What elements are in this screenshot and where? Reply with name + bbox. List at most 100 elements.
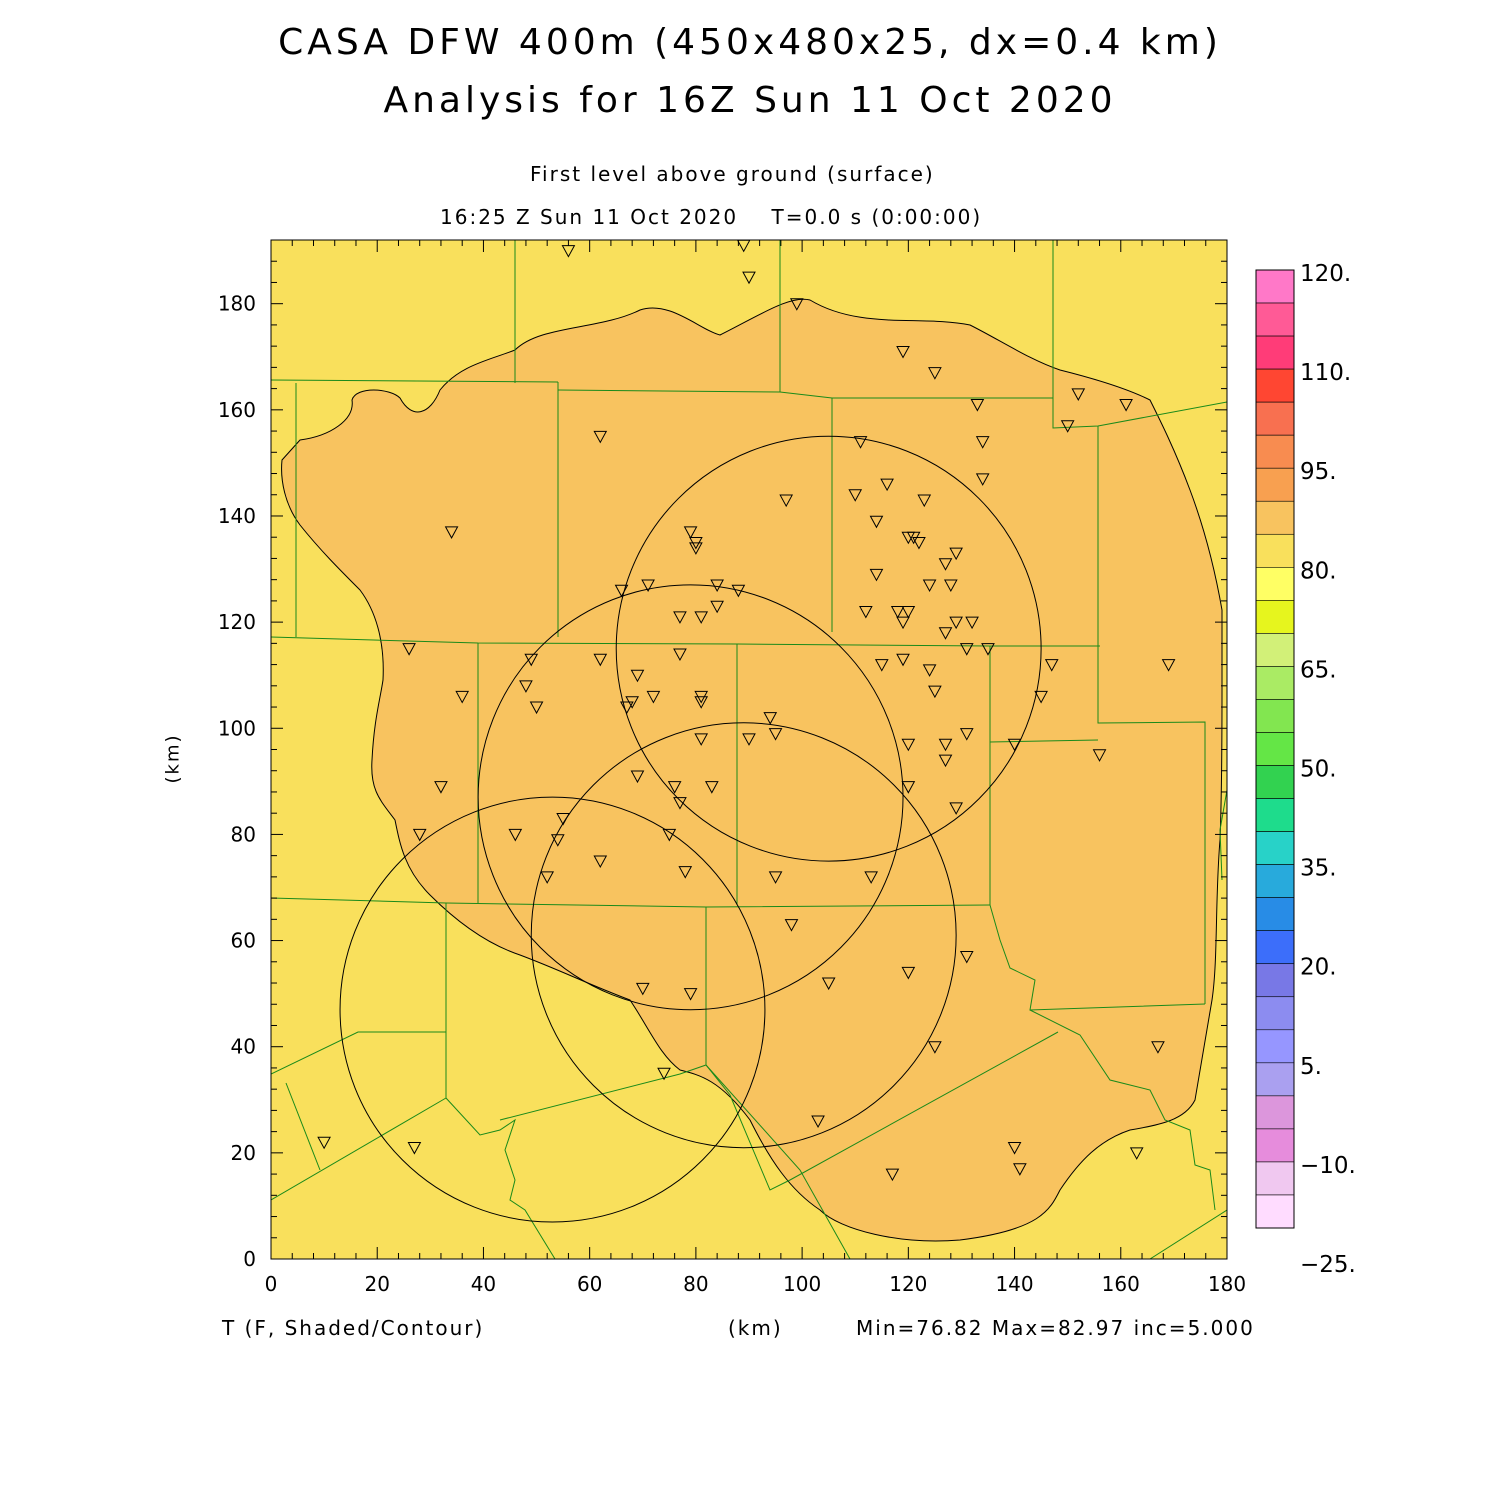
x-tick-label: 80 — [683, 1272, 708, 1296]
station-marker — [896, 345, 910, 359]
station-marker — [683, 988, 698, 1001]
colorbar-swatch — [1255, 765, 1295, 799]
colorbar-swatch — [1255, 666, 1295, 700]
station-marker — [673, 648, 687, 662]
station-marker — [938, 558, 953, 571]
station-marker — [928, 1041, 942, 1054]
station-marker — [689, 542, 703, 555]
station-marker — [768, 728, 783, 741]
station-marker — [694, 696, 709, 709]
colorbar-swatch — [1255, 1128, 1295, 1163]
station-marker — [821, 977, 836, 991]
station-marker — [407, 1142, 422, 1155]
colorbar-swatch — [1255, 996, 1295, 1031]
station-marker — [620, 701, 634, 715]
y-tick-label: 20 — [231, 1141, 256, 1165]
station-marker — [938, 627, 953, 640]
colorbar-label: 20. — [1300, 955, 1337, 981]
colorbar-label: 80. — [1300, 558, 1337, 584]
station-marker — [1044, 659, 1059, 672]
colorbar-swatch — [1255, 699, 1295, 733]
station-marker — [896, 616, 910, 630]
x-tick-label: 20 — [364, 1272, 389, 1296]
station-marker — [869, 515, 884, 529]
colorbar-swatch — [1255, 401, 1295, 436]
colorbar-label: 50. — [1300, 757, 1337, 783]
station-marker — [779, 494, 794, 508]
colorbar-swatch — [1255, 633, 1295, 667]
variable-label: T (F, Shaded/Contour) — [222, 1316, 485, 1340]
station-marker — [922, 664, 937, 677]
colorbar-label: 95. — [1300, 459, 1337, 485]
colorbar-label: 35. — [1300, 856, 1337, 882]
station-marker — [742, 733, 756, 746]
station-marker — [949, 802, 963, 815]
station-marker — [959, 950, 974, 964]
colorbar-swatch — [1255, 533, 1295, 568]
colorbar-swatch — [1255, 864, 1295, 898]
station-marker — [683, 526, 698, 539]
station-marker — [550, 834, 565, 847]
station-marker — [731, 584, 746, 598]
station-marker — [667, 781, 682, 794]
station-marker — [874, 659, 889, 672]
station-marker — [1060, 420, 1075, 433]
station-marker — [1092, 749, 1107, 762]
y-tick-label: 160 — [218, 398, 256, 422]
station-marker — [981, 643, 995, 656]
station-marker — [763, 712, 778, 725]
colorbar-swatch — [1255, 1029, 1295, 1064]
colorbar-swatch — [1255, 1161, 1295, 1196]
x-tick-label: 60 — [577, 1272, 602, 1296]
station-marker — [1013, 1163, 1027, 1176]
station-marker — [635, 982, 650, 996]
station-marker — [630, 770, 645, 784]
station-markers — [317, 240, 1176, 1182]
chart-subtitle-analysis-time: Analysis for 16Z Sun 11 Oct 2020 — [383, 80, 1117, 121]
colorbar-label: −10. — [1300, 1153, 1356, 1179]
colorbar-swatch — [1255, 897, 1295, 931]
station-marker — [975, 473, 990, 486]
station-marker — [1007, 1142, 1022, 1155]
colorbar-swatch — [1255, 302, 1295, 337]
station-marker — [317, 1136, 331, 1150]
station-marker — [928, 685, 942, 699]
station-marker — [593, 653, 608, 667]
station-marker — [593, 855, 608, 868]
colorbar-label: 110. — [1300, 360, 1351, 386]
county-lines — [271, 240, 1227, 1259]
station-marker — [768, 871, 783, 884]
station-marker — [959, 728, 974, 741]
colorbar-swatch — [1255, 335, 1295, 370]
radar-ring — [477, 584, 904, 1011]
station-marker — [519, 680, 533, 693]
chart-title: CASA DFW 400m (450x480x25, dx=0.4 km) — [278, 22, 1222, 63]
field-region-80-85 — [281, 298, 1223, 1242]
station-marker — [811, 1115, 825, 1129]
station-marker — [901, 738, 916, 752]
station-marker — [673, 611, 687, 624]
station-marker — [1034, 690, 1048, 704]
field-stats: Min=76.82 Max=82.97 inc=5.000 — [856, 1316, 1255, 1340]
station-marker — [1161, 659, 1176, 672]
station-marker — [710, 600, 724, 614]
station-marker — [673, 797, 687, 810]
colorbar-swatch — [1255, 732, 1295, 766]
y-tick-label: 80 — [231, 822, 256, 846]
station-marker — [508, 828, 523, 842]
colorbar-swatch — [1255, 963, 1295, 998]
station-marker — [657, 1067, 671, 1081]
y-tick-label: 100 — [218, 716, 256, 740]
station-marker — [540, 871, 555, 884]
station-marker — [917, 494, 932, 508]
station-marker — [938, 738, 953, 752]
y-tick-label: 120 — [218, 610, 256, 634]
y-tick-label: 0 — [243, 1247, 256, 1271]
colorbar-label: −25. — [1300, 1252, 1356, 1278]
station-marker — [1119, 399, 1133, 412]
station-marker — [896, 653, 910, 667]
colorbar-swatch — [1255, 500, 1295, 535]
station-marker — [922, 579, 937, 593]
station-marker — [678, 866, 693, 879]
